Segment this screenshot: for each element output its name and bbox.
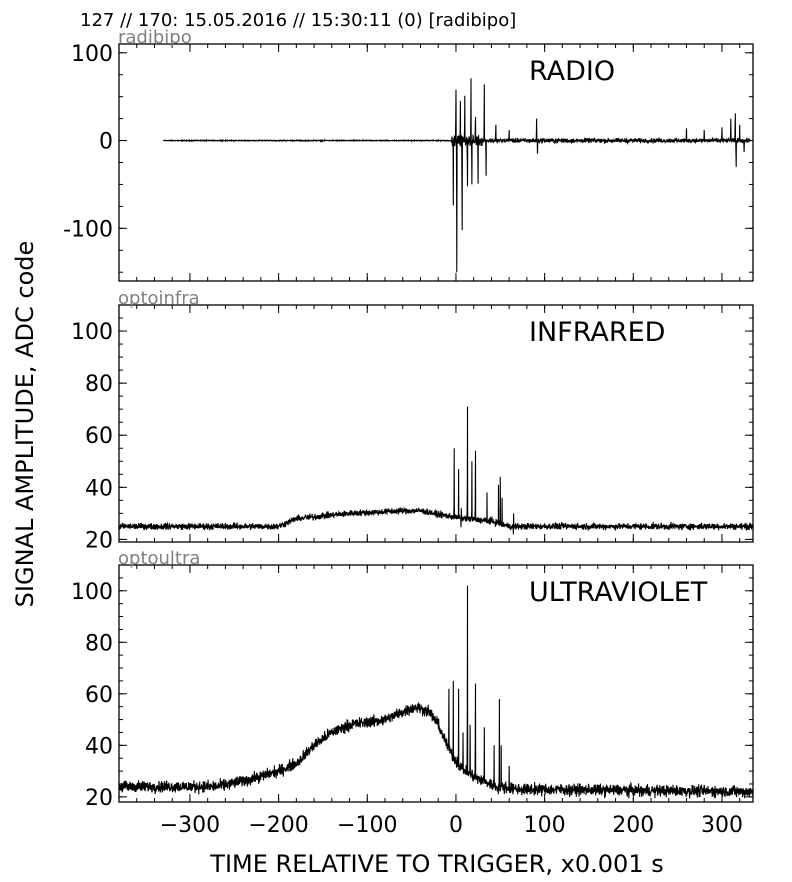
panels-group: 100 0 -100 RADIO radibipo 20 40 60 80 100 INFRARED…	[63, 27, 754, 838]
y-tick-label: 20	[85, 786, 113, 811]
panel-radio: 100 0 -100 RADIO radibipo	[63, 27, 754, 282]
y-tick-label: 100	[71, 580, 113, 605]
y-tick-label: 0	[99, 130, 113, 155]
series-trace-ultraviolet	[119, 585, 753, 799]
plot-frame	[118, 43, 754, 282]
plot-frame	[118, 564, 754, 803]
y-tick-label: 20	[85, 528, 113, 553]
x-tick-label: 200	[612, 813, 654, 838]
y-tick-label: 100	[71, 320, 113, 345]
series-trace-radio	[162, 78, 751, 273]
panel-label: RADIO	[529, 56, 615, 87]
y-tick-label: -100	[63, 217, 113, 242]
y-tick-label: 80	[85, 372, 113, 397]
x-tick-label: 0	[449, 813, 463, 838]
y-tick-label: 60	[85, 424, 113, 449]
source-label: radibipo	[118, 27, 192, 48]
x-tick-label: −100	[337, 813, 397, 838]
figure-title: 127 // 170: 15.05.2016 // 15:30:11 (0) […	[80, 10, 516, 31]
plot-frame	[118, 304, 754, 543]
y-tick-label: 100	[71, 42, 113, 67]
y-tick-label: 40	[85, 734, 113, 759]
y-tick-label: 80	[85, 631, 113, 656]
y-axis-label: SIGNAL AMPLITUDE, ADC code	[11, 241, 39, 608]
panel-label: INFRARED	[529, 317, 665, 348]
panel-label: ULTRAVIOLET	[529, 577, 708, 608]
panel-ultraviolet: 20 40 60 80 100 ULTRAVIOLET optoultra −300 −200 −…	[71, 548, 754, 838]
x-tick-label: 100	[524, 813, 566, 838]
x-axis-label: TIME RELATIVE TO TRIGGER, x0.001 s	[209, 850, 663, 878]
y-tick-label: 40	[85, 476, 113, 501]
y-tick-label: 60	[85, 683, 113, 708]
x-tick-label: −300	[160, 813, 220, 838]
source-label: optoultra	[118, 548, 200, 569]
series-trace-infrared	[119, 406, 753, 535]
x-tick-label: −200	[248, 813, 308, 838]
x-tick-label: 300	[701, 813, 743, 838]
panel-infrared: 20 40 60 80 100 INFRARED optoinfra	[71, 288, 754, 553]
source-label: optoinfra	[118, 288, 200, 309]
